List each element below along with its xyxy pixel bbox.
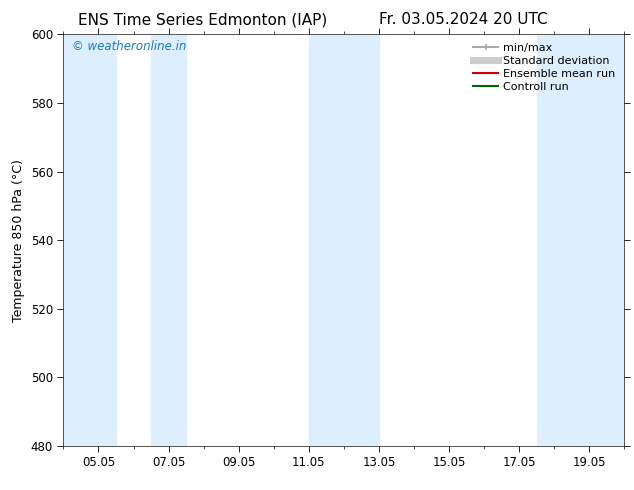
Bar [309, 34, 379, 446]
Bar [151, 34, 186, 446]
Y-axis label: Temperature 850 hPa (°C): Temperature 850 hPa (°C) [12, 159, 25, 321]
Legend: min/max, Standard deviation, Ensemble mean run, Controll run: min/max, Standard deviation, Ensemble me… [470, 40, 619, 95]
Text: Fr. 03.05.2024 20 UTC: Fr. 03.05.2024 20 UTC [378, 12, 547, 27]
Text: © weatheronline.in: © weatheronline.in [72, 41, 186, 53]
Text: ENS Time Series Edmonton (IAP): ENS Time Series Edmonton (IAP) [78, 12, 328, 27]
Bar [63, 34, 116, 446]
Bar [537, 34, 624, 446]
